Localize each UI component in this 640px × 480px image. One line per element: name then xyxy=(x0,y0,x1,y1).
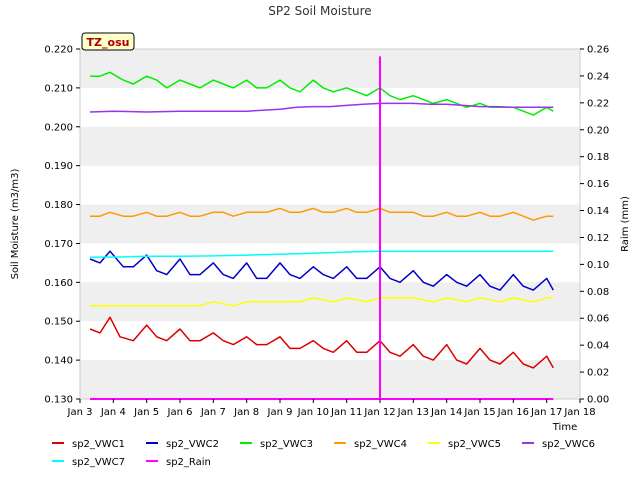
legend-label-sp2-vwc6: sp2_VWC6 xyxy=(542,439,595,450)
y-tick-label: 0.140 xyxy=(44,356,73,367)
x-tick-label: Jan 14 xyxy=(430,407,462,418)
y2-tick-label: 0.10 xyxy=(587,260,609,271)
y2-tick-label: 0.06 xyxy=(587,314,609,325)
x-tick-label: Jan 16 xyxy=(497,407,529,418)
y-tick-label: 0.180 xyxy=(44,200,73,211)
x-tick-label: Jan 13 xyxy=(397,407,429,418)
y-tick-label: 0.150 xyxy=(44,317,73,328)
y2-tick-label: 0.08 xyxy=(587,287,609,298)
series-layer xyxy=(89,56,554,400)
y2-tick-label: 0.14 xyxy=(587,206,609,217)
y2-axis-title: Raim (mm) xyxy=(620,196,631,252)
y2-tick-label: 0.04 xyxy=(587,341,609,352)
x-tick-label: Jan 18 xyxy=(563,407,595,418)
series-line-sp2-vwc4 xyxy=(90,207,554,221)
x-tick-label: Jan 5 xyxy=(133,407,159,418)
series-line-sp2-rain xyxy=(90,56,554,400)
y2-tick-label: 0.02 xyxy=(587,368,609,379)
y-tick-label: 0.160 xyxy=(44,278,73,289)
series-line-sp2-vwc1 xyxy=(89,316,554,369)
x-tick-label: Jan 9 xyxy=(267,407,293,418)
x-tick-label: Jan 10 xyxy=(297,407,329,418)
grid-band xyxy=(80,360,580,399)
series-line-sp2-vwc3 xyxy=(90,71,554,116)
legend-label-sp2-vwc5: sp2_VWC5 xyxy=(448,439,501,450)
series-line-sp2-vwc7 xyxy=(90,250,554,258)
y-tick-label: 0.210 xyxy=(44,83,73,94)
x-tick-label: Jan 3 xyxy=(67,407,93,418)
y-tick-label: 0.220 xyxy=(44,45,73,56)
y2-tick-label: 0.00 xyxy=(587,395,609,406)
y-tick-label: 0.200 xyxy=(44,122,73,133)
grid-band xyxy=(80,204,580,244)
x-tick-label: Jan 7 xyxy=(200,407,226,418)
y-tick-label: 0.130 xyxy=(44,395,73,406)
x-tick-label: Jan 17 xyxy=(530,407,562,418)
legend-label-sp2-vwc4: sp2_VWC4 xyxy=(354,439,407,450)
x-tick-label: Jan 11 xyxy=(330,407,362,418)
grid-band xyxy=(80,126,580,166)
y2-tick-label: 0.18 xyxy=(587,152,609,163)
chart-title: SP2 Soil Moisture xyxy=(268,4,371,18)
grid-band xyxy=(80,49,580,88)
x-tick-label: Jan 4 xyxy=(100,407,126,418)
y2-tick-label: 0.24 xyxy=(587,71,609,82)
grid-bands xyxy=(80,49,580,399)
legend-label-sp2-rain: sp2_Rain xyxy=(166,457,211,468)
y-axis-title: Soil Moisture (m3/m3) xyxy=(10,169,21,280)
y-tick-label: 0.190 xyxy=(44,161,73,172)
site-label-box: TZ_osu xyxy=(81,32,135,51)
legend-label-sp2-vwc2: sp2_VWC2 xyxy=(166,439,219,450)
axis-layer: 0.1300.1400.1500.1600.1700.1800.1900.200… xyxy=(44,45,609,419)
y2-tick-label: 0.20 xyxy=(587,125,609,136)
y2-tick-label: 0.12 xyxy=(587,233,609,244)
x-tick-label: Jan 8 xyxy=(233,407,259,418)
y-tick-label: 0.170 xyxy=(44,239,73,250)
x-tick-label: Jan 12 xyxy=(363,407,395,418)
legend-label-sp2-vwc7: sp2_VWC7 xyxy=(72,457,125,468)
series-line-sp2-vwc5 xyxy=(90,297,554,307)
x-axis-title: Time xyxy=(552,422,577,433)
series-line-sp2-vwc2 xyxy=(89,250,554,291)
site-label: TZ_osu xyxy=(87,36,130,49)
legend-label-sp2-vwc3: sp2_VWC3 xyxy=(260,439,313,450)
legend-label-sp2-vwc1: sp2_VWC1 xyxy=(72,439,125,450)
y2-tick-label: 0.26 xyxy=(587,45,609,56)
y2-tick-label: 0.22 xyxy=(587,98,609,109)
x-tick-label: Jan 15 xyxy=(463,407,495,418)
series-line-sp2-vwc6 xyxy=(89,102,554,113)
x-tick-label: Jan 6 xyxy=(167,407,193,418)
legend: sp2_VWC1 sp2_VWC2 sp2_VWC3 sp2_VWC4 sp2_VWC5… xyxy=(52,439,595,468)
y2-tick-label: 0.16 xyxy=(587,179,609,190)
